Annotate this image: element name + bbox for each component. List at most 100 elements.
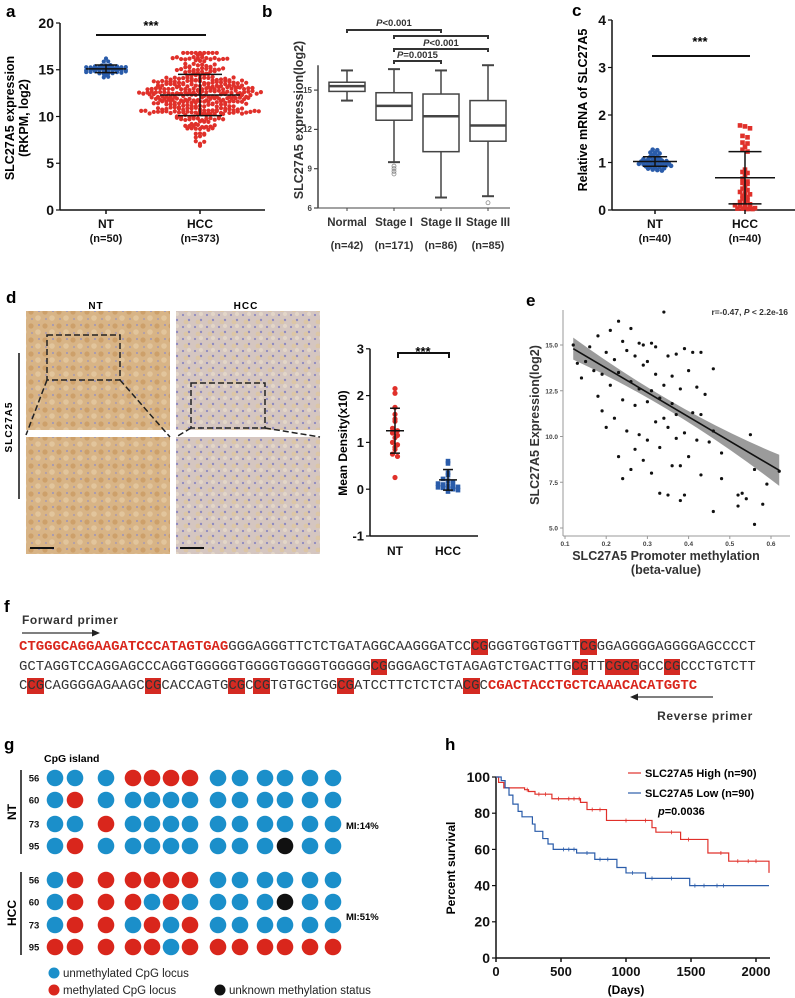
data-point [202,75,207,80]
panel-a-significance: *** [143,18,159,33]
panel-e-y-tick-label: 5.0 [549,526,558,533]
methylated-locus [97,871,115,889]
unmethylated-locus [181,893,199,911]
methylated-locus [143,938,161,956]
data-point [654,372,658,376]
methylated-locus [97,916,115,934]
data-point [168,94,173,100]
unmethylated-locus [209,916,227,934]
data-point [164,75,169,80]
methylated-locus [124,893,142,911]
data-point [571,343,575,347]
data-point [160,107,165,112]
methylated-locus [256,938,274,956]
methylated-locus [66,791,84,809]
data-point [765,482,769,486]
data-point [596,394,600,398]
data-point [172,109,177,114]
unmethylated-locus [97,769,115,787]
panel-e-y-tick-label: 12.5 [545,388,558,395]
sequence-segment: ATCCTTCTCTCTA [353,678,463,694]
sample-id: 95 [29,842,40,853]
data-point [204,63,209,69]
data-point [389,430,396,436]
primer-sequence: CTGGGCAGGAAGATCCCATAGTGAG [19,639,229,655]
data-point [162,87,167,92]
data-point [740,193,745,199]
data-point [670,401,674,406]
data-point [254,91,259,96]
unmethylated-locus [276,815,294,833]
methylated-locus [301,938,319,956]
panel-d-y-tick-label: 0 [357,482,364,497]
unmethylated-locus [231,815,249,833]
methylated-locus [143,916,161,934]
data-point [181,50,186,56]
unmethylated-locus [97,791,115,809]
ihc-hcc-overview [176,311,320,430]
data-point [740,147,745,152]
data-point [208,64,213,69]
data-point [248,93,253,98]
data-point [216,57,221,62]
unmethylated-locus [301,916,319,934]
data-point [239,111,245,116]
data-point [682,347,687,351]
data-point [155,83,161,88]
data-point [450,486,456,492]
methylated-locus [97,815,115,833]
data-point [210,50,215,56]
data-point [239,106,245,111]
data-point [216,67,221,72]
panel-d-category-label: NT [387,544,404,558]
data-point [258,90,263,95]
data-point [445,458,451,464]
data-point [682,493,687,497]
data-point [735,206,740,211]
panel-a-category-label: HCC [187,217,213,231]
data-point [174,55,179,60]
unmethylated-locus [231,791,249,809]
data-point [206,84,211,89]
sample-id: 60 [29,796,40,807]
unmethylated-locus [46,893,64,911]
comparison-bracket [393,35,489,39]
data-point [736,504,740,508]
data-point [183,57,188,62]
data-point [101,59,106,64]
data-point [200,62,205,67]
data-point [674,352,678,356]
p-rest: =0.0015 [403,50,438,61]
panel-label-f: f [4,597,10,616]
data-point [164,106,169,112]
data-point [221,87,226,92]
data-point [193,131,198,136]
data-point [172,75,177,80]
ihc-column-hcc: HCC [234,301,259,312]
data-point [185,106,190,111]
data-point [202,59,207,64]
data-point [242,87,247,92]
data-point [745,135,750,140]
data-point [678,387,682,391]
sample-id: 95 [29,943,40,954]
data-point [707,440,711,444]
data-point [740,176,745,181]
data-point [176,80,182,85]
data-point [244,110,249,115]
data-point [740,169,745,175]
unmethylated-locus [46,815,64,833]
data-point [168,110,173,116]
data-point [256,109,261,114]
data-point [239,78,245,83]
data-point [695,385,699,389]
cpg-site: CG [462,678,480,694]
panel-b-y-tick-label: 6 [308,204,313,213]
data-point [737,199,743,205]
outlier [485,200,491,206]
data-point [210,108,215,113]
data-point [221,97,226,102]
unmethylated-locus [324,916,342,934]
data-point [204,66,209,71]
methylated-locus [162,769,180,787]
